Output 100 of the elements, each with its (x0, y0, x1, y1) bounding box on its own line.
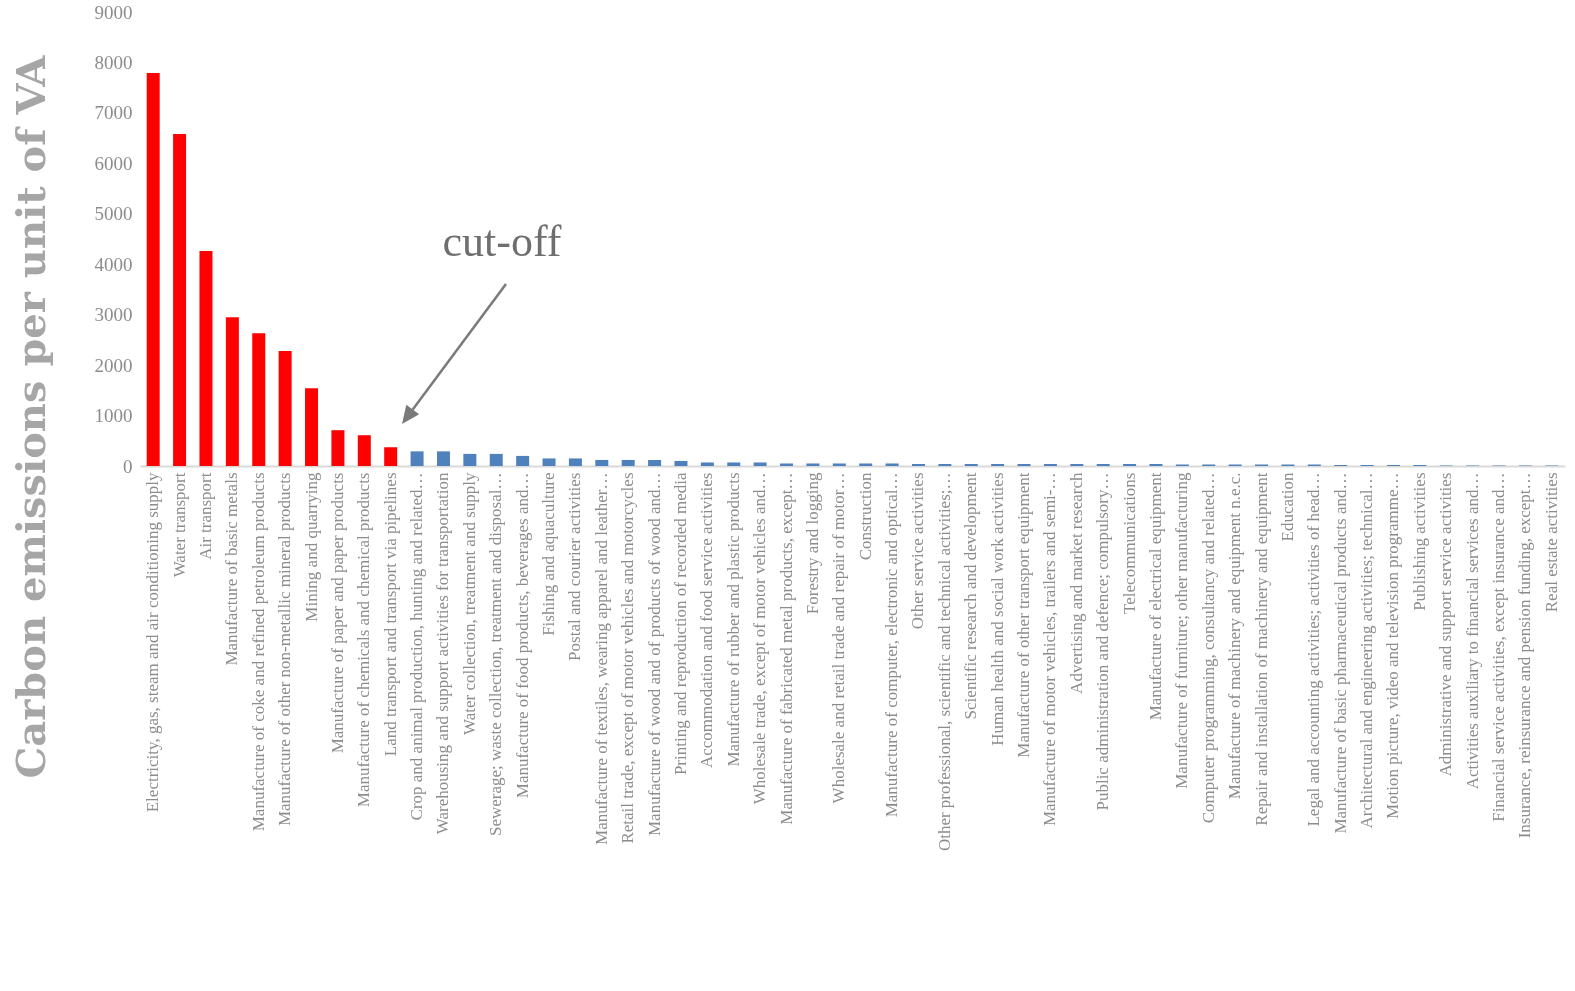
bar (384, 447, 398, 466)
y-tick-label: 1000 (94, 405, 133, 427)
bar (1096, 463, 1110, 466)
bar (727, 462, 741, 466)
bar (832, 463, 846, 466)
y-tick-label: 2000 (94, 354, 133, 376)
x-tick-label: Advertising and market research (1066, 472, 1086, 694)
bar (568, 458, 582, 466)
x-tick-label: Manufacture of computer, electronic and optical… (882, 472, 902, 818)
bar (1123, 463, 1137, 466)
bar (595, 459, 609, 466)
bar (357, 435, 371, 466)
bar (225, 317, 239, 466)
x-tick-label: Forestry and logging (802, 472, 822, 615)
bar (1149, 463, 1163, 466)
x-tick-label: Construction (855, 472, 875, 561)
bar (753, 462, 767, 466)
bar (199, 251, 213, 466)
y-axis-title: Carbon emissions per unit of VA (6, 54, 54, 779)
x-tick-label: Warehousing and support activities for transportation (433, 472, 453, 835)
bar (911, 463, 925, 466)
x-tick-label: Retail trade, except of motor vehicles and motorcycles (618, 472, 638, 844)
x-tick-label: Manufacture of wood and of products of wood and… (644, 472, 664, 837)
y-tick-label: 7000 (94, 102, 133, 124)
bar (991, 463, 1005, 466)
annotation: cut-off (442, 217, 562, 266)
x-tick-label: Motion picture, video and television programme… (1383, 472, 1403, 820)
bar (1070, 463, 1084, 466)
x-tick-label: Electricity, gas, steam and air conditioning supply (143, 472, 163, 813)
x-tick-label: Other professional, scientific and technical activities;… (934, 472, 954, 852)
bar (780, 463, 794, 466)
x-tick-label: Fishing and aquaculture (539, 472, 559, 636)
bar (173, 134, 187, 466)
x-tick-label: Manufacture of machinery and equipment n.e.c. (1225, 472, 1245, 800)
x-tick-label: Computer programming, consultancy and related… (1198, 472, 1218, 824)
x-tick-label: Water collection, treatment and supply (459, 472, 479, 736)
bar (252, 333, 266, 466)
x-tick-label: Manufacture of basic metals (222, 472, 242, 666)
x-tick-label: Manufacture of paper and paper products (327, 472, 347, 754)
y-tick-label: 6000 (94, 152, 133, 174)
x-tick-label: Administrative and support service activities (1436, 472, 1456, 777)
x-tick-label: Manufacture of rubber and plastic products (723, 472, 743, 767)
bar (278, 350, 292, 466)
x-tick-label: Legal and accounting activities; activities of head… (1304, 472, 1324, 827)
bar (1043, 463, 1057, 466)
x-tick-label: Mining and quarrying (301, 472, 321, 622)
bar (648, 459, 662, 466)
x-tick-label: Real estate activities (1541, 472, 1561, 613)
x-tick-label: Manufacture of furniture; other manufacturing (1172, 472, 1192, 789)
x-tick-label: Human health and social work activities (987, 472, 1007, 746)
y-tick-label: 0 (123, 455, 133, 477)
bar (885, 463, 899, 466)
bar (305, 388, 319, 466)
x-tick-label: Manufacture of motor vehicles, trailers and semi-… (1040, 472, 1060, 827)
x-tick-label: Postal and courier activities (565, 472, 585, 661)
bar (1017, 463, 1031, 466)
x-tick-label: Repair and installation of machinery and equipment (1251, 472, 1271, 826)
bar (964, 463, 978, 466)
x-tick-label: Manufacture of other transport equipment (1014, 472, 1034, 758)
x-tick-label: Insurance, reinsurance and pension funding, except… (1515, 472, 1535, 839)
x-tick-label: Manufacture of chemicals and chemical products (354, 472, 374, 808)
x-tick-label: Land transport and transport via pipelines (380, 472, 400, 757)
x-tick-label: Public administration and defence; compulsory… (1093, 472, 1113, 811)
bar (806, 463, 820, 466)
bar (489, 453, 503, 466)
x-tick-label: Manufacture of textiles, wearing apparel and leather… (591, 472, 611, 845)
x-tick-label: Other service activities (908, 472, 928, 630)
x-tick-label: Education (1277, 472, 1297, 542)
bar (674, 460, 688, 466)
x-tick-label: Manufacture of basic pharmaceutical products and… (1330, 472, 1350, 834)
x-tick-label: Publishing activities (1409, 472, 1429, 611)
y-tick-label: 8000 (94, 51, 133, 73)
x-tick-label: Sewerage; waste collection, treatment and disposal… (486, 472, 506, 836)
y-tick-label: 3000 (94, 304, 133, 326)
x-tick-label: Telecommunications (1119, 472, 1139, 614)
x-tick-label: Accommodation and food service activities (697, 472, 717, 769)
x-tick-label: Scientific research and development (961, 472, 981, 720)
y-tick-label: 4000 (94, 253, 133, 275)
x-tick-label: Wholesale and retail trade and repair of motor… (829, 472, 849, 804)
bar (542, 458, 556, 466)
bar (700, 462, 714, 466)
x-tick-label: Printing and reproduction of recorded media (670, 472, 690, 776)
x-tick-label: Activities auxiliary to financial services and… (1462, 472, 1482, 790)
x-tick-label: Wholesale trade, except of motor vehicles and… (750, 472, 770, 805)
bar (859, 463, 873, 466)
x-tick-label: Manufacture of other non-metallic mineral products (275, 472, 295, 827)
x-tick-label: Manufacture of food products, beverages and… (512, 472, 532, 799)
bar (436, 451, 450, 466)
x-tick-label: Manufacture of coke and refined petroleum products (248, 472, 268, 832)
bar (331, 430, 345, 466)
x-tick-label: Architectural and engineering activities; technical… (1357, 472, 1377, 829)
bar (463, 453, 477, 466)
y-tick-label: 9000 (94, 1, 133, 23)
x-tick-label: Manufacture of electrical equipment (1145, 472, 1165, 721)
x-tick-label: Crop and animal production, hunting and related… (407, 472, 427, 821)
bar (938, 463, 952, 466)
bar (410, 451, 424, 466)
x-tick-label: Air transport (195, 472, 215, 560)
x-tick-label: Manufacture of fabricated metal products, except… (776, 472, 796, 825)
y-tick-label: 5000 (94, 203, 133, 225)
